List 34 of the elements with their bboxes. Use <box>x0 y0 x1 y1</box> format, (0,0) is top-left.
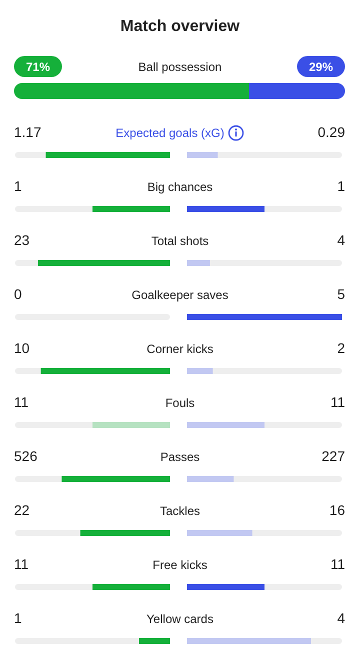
data-label: 0 <box>14 286 22 302</box>
data-label: 526 <box>14 448 38 464</box>
data-label: 4 <box>337 232 346 248</box>
category-label: Ball possession <box>138 60 222 74</box>
data-label: 11 <box>330 394 346 410</box>
data-label: 5 <box>337 286 346 302</box>
category-label: Total shots <box>151 234 209 248</box>
data-label: 2 <box>337 340 346 356</box>
data-label: 10 <box>14 340 30 356</box>
data-label: 22 <box>14 502 30 518</box>
data-label: 16 <box>329 502 346 518</box>
data-label: 11 <box>330 556 346 572</box>
data-label: 11 <box>14 556 29 572</box>
category-label: Yellow cards <box>146 612 214 626</box>
category-label: Big chances <box>147 180 213 194</box>
category-label: Passes <box>160 450 200 464</box>
category-label: Tackles <box>160 504 200 518</box>
category-label: Goalkeeper saves <box>132 288 228 302</box>
data-label: 227 <box>322 448 346 464</box>
data-label: 1 <box>14 610 22 626</box>
category-label: Fouls <box>165 396 195 410</box>
data-label: 11 <box>14 394 29 410</box>
category-label: Expected goals (xG) <box>116 126 224 140</box>
category-label: Corner kicks <box>146 342 214 356</box>
data-label: 1 <box>14 178 22 194</box>
data-label: 0.29 <box>318 124 346 140</box>
data-label: 1.17 <box>14 124 42 140</box>
data-label: 71% <box>26 60 50 74</box>
category-label: Free kicks <box>152 558 208 572</box>
data-label: 4 <box>337 610 346 626</box>
data-label: 23 <box>14 232 30 248</box>
text: Match overview <box>120 18 240 35</box>
data-label: 1 <box>337 178 346 194</box>
data-label: 29% <box>308 60 334 74</box>
